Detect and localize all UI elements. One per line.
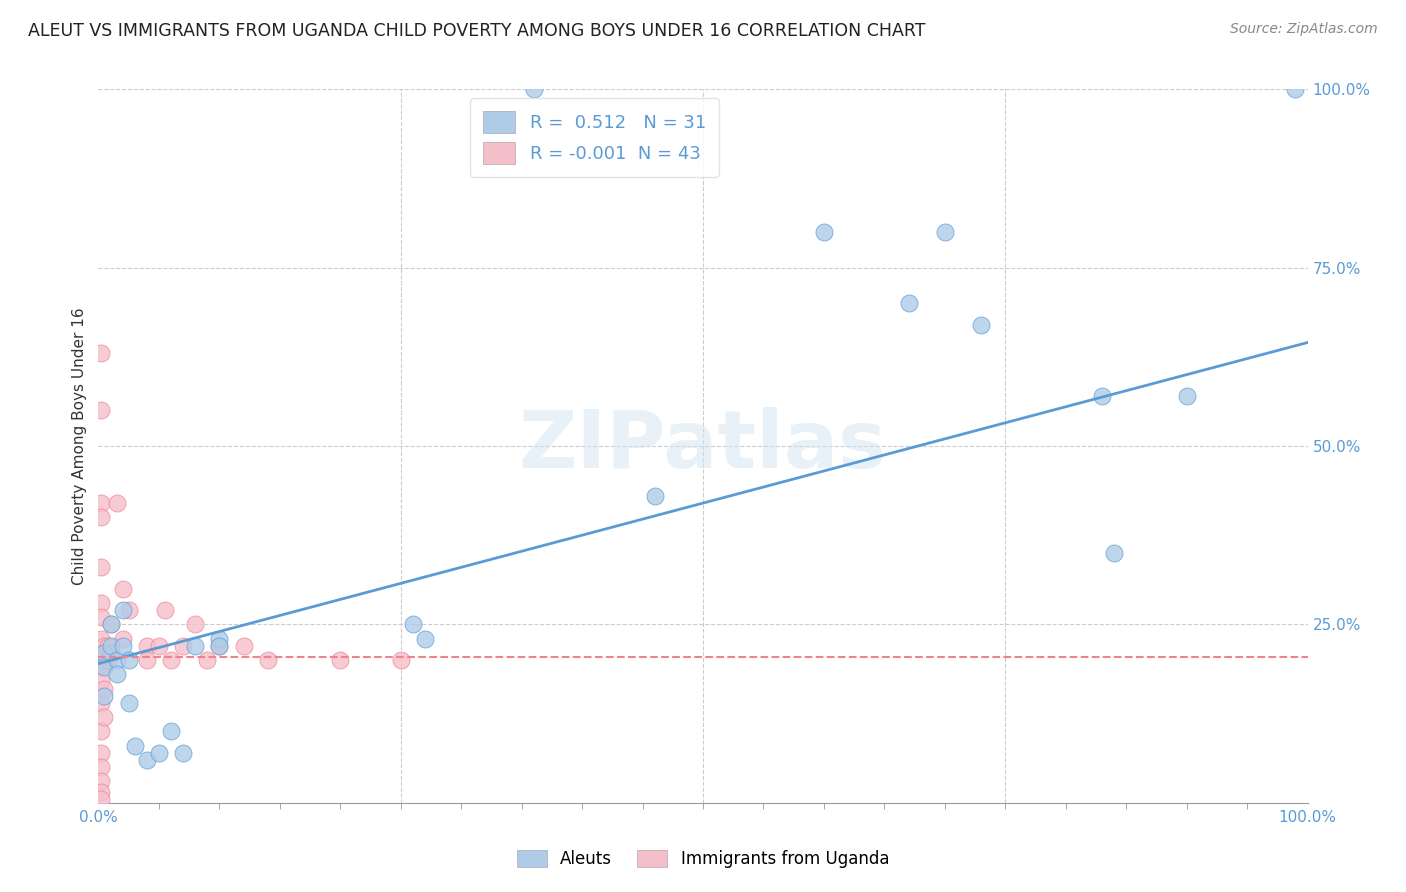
Point bbox=[100, 617, 122, 632]
Point bbox=[160, 653, 183, 667]
Point bbox=[93, 653, 115, 667]
Point bbox=[90, 510, 112, 524]
Point bbox=[90, 596, 112, 610]
Point bbox=[97, 653, 120, 667]
Point bbox=[148, 639, 170, 653]
Point bbox=[90, 785, 112, 799]
Point bbox=[90, 646, 112, 660]
Point bbox=[1175, 389, 1198, 403]
Point bbox=[93, 660, 115, 674]
Point bbox=[90, 724, 112, 739]
Point bbox=[90, 746, 112, 760]
Point bbox=[256, 653, 278, 667]
Point bbox=[1102, 546, 1125, 560]
Point bbox=[93, 710, 115, 724]
Point bbox=[90, 560, 112, 574]
Point bbox=[90, 792, 112, 806]
Point bbox=[124, 739, 146, 753]
Point bbox=[105, 496, 128, 510]
Point bbox=[111, 603, 134, 617]
Point bbox=[172, 639, 194, 653]
Point bbox=[208, 639, 231, 653]
Point bbox=[208, 632, 231, 646]
Point bbox=[148, 746, 170, 760]
Point bbox=[195, 653, 218, 667]
Legend: Aleuts, Immigrants from Uganda: Aleuts, Immigrants from Uganda bbox=[510, 843, 896, 875]
Point bbox=[184, 617, 207, 632]
Point bbox=[93, 639, 115, 653]
Point bbox=[172, 746, 194, 760]
Point bbox=[90, 346, 112, 360]
Point bbox=[90, 610, 112, 624]
Point bbox=[135, 753, 157, 767]
Point bbox=[329, 653, 352, 667]
Point bbox=[100, 646, 122, 660]
Point bbox=[90, 660, 112, 674]
Point bbox=[389, 653, 412, 667]
Point bbox=[160, 724, 183, 739]
Point bbox=[93, 681, 115, 696]
Point bbox=[153, 603, 176, 617]
Point bbox=[90, 760, 112, 774]
Point bbox=[93, 689, 115, 703]
Point bbox=[90, 403, 112, 417]
Text: Source: ZipAtlas.com: Source: ZipAtlas.com bbox=[1230, 22, 1378, 37]
Point bbox=[100, 639, 122, 653]
Point bbox=[970, 318, 993, 332]
Point bbox=[118, 653, 141, 667]
Point bbox=[1284, 82, 1306, 96]
Point bbox=[523, 82, 546, 96]
Point bbox=[111, 582, 134, 596]
Point bbox=[118, 603, 141, 617]
Point bbox=[897, 296, 920, 310]
Text: ZIPatlas: ZIPatlas bbox=[519, 407, 887, 485]
Point bbox=[90, 496, 112, 510]
Text: ALEUT VS IMMIGRANTS FROM UGANDA CHILD POVERTY AMONG BOYS UNDER 16 CORRELATION CH: ALEUT VS IMMIGRANTS FROM UGANDA CHILD PO… bbox=[28, 22, 925, 40]
Point bbox=[118, 696, 141, 710]
Point bbox=[97, 639, 120, 653]
Point bbox=[90, 774, 112, 789]
Point bbox=[1091, 389, 1114, 403]
Y-axis label: Child Poverty Among Boys Under 16: Child Poverty Among Boys Under 16 bbox=[72, 307, 87, 585]
Point bbox=[100, 617, 122, 632]
Point bbox=[402, 617, 425, 632]
Point bbox=[135, 653, 157, 667]
Point bbox=[105, 653, 128, 667]
Point bbox=[934, 225, 956, 239]
Point bbox=[135, 639, 157, 653]
Point bbox=[105, 667, 128, 681]
Point bbox=[90, 696, 112, 710]
Legend: R =  0.512   N = 31, R = -0.001  N = 43: R = 0.512 N = 31, R = -0.001 N = 43 bbox=[470, 98, 718, 177]
Point bbox=[232, 639, 254, 653]
Point bbox=[90, 674, 112, 689]
Point bbox=[208, 639, 231, 653]
Point bbox=[813, 225, 835, 239]
Point bbox=[644, 489, 666, 503]
Point bbox=[413, 632, 436, 646]
Point bbox=[184, 639, 207, 653]
Point bbox=[90, 632, 112, 646]
Point bbox=[111, 639, 134, 653]
Point bbox=[111, 632, 134, 646]
Point bbox=[93, 646, 115, 660]
